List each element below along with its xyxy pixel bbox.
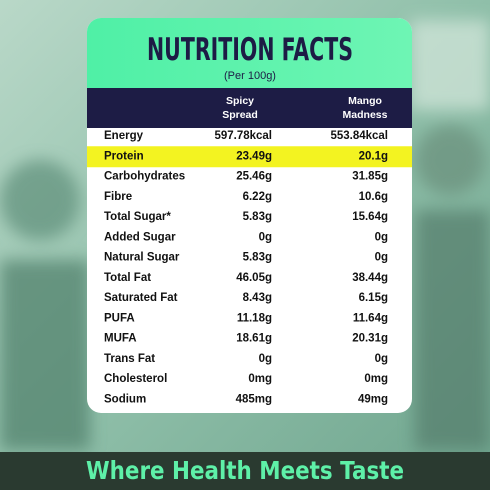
row-value: 553.84kcal <box>330 130 388 142</box>
row-label: Protein <box>104 150 144 162</box>
row-value: 6.22g <box>243 191 272 203</box>
footer-band <box>0 452 490 490</box>
row-value: 597.78kcal <box>214 130 272 142</box>
row-label: MUFA <box>104 333 137 345</box>
row-label: Added Sugar <box>104 231 176 243</box>
row-value: 6.15g <box>359 292 388 304</box>
column-header: Madness <box>343 109 388 121</box>
row-value: 0g <box>259 353 272 365</box>
row-value: 11.64g <box>353 312 388 324</box>
column-header: Spread <box>222 109 258 121</box>
row-value: 49mg <box>358 393 388 405</box>
column-header: Spicy <box>226 95 254 107</box>
row-label: Total Sugar* <box>104 211 171 223</box>
row-value: 15.64g <box>352 211 388 223</box>
row-label: Carbohydrates <box>104 171 185 183</box>
row-value: 11.18g <box>237 312 272 324</box>
row-value: 20.31g <box>352 333 388 345</box>
row-label: Energy <box>104 130 144 142</box>
row-label: Saturated Fat <box>104 292 178 304</box>
row-value: 18.61g <box>236 333 272 345</box>
row-value: 23.49g <box>236 150 272 162</box>
row-value: 46.05g <box>236 272 272 284</box>
tagline: Where Health Meets Taste <box>86 456 404 485</box>
row-label: Total Fat <box>104 272 151 284</box>
row-value: 0mg <box>248 373 272 385</box>
card <box>87 18 412 413</box>
row-value: 5.83g <box>243 211 272 223</box>
title: NUTRITION FACTS <box>147 32 353 68</box>
highlight-row <box>87 146 412 168</box>
subtitle: (Per 100g) <box>224 70 276 82</box>
row-value: 0g <box>259 231 272 243</box>
row-value: 0g <box>375 252 388 264</box>
row-value: 0g <box>375 231 388 243</box>
row-value: 0g <box>375 353 388 365</box>
row-value: 31.85g <box>352 171 388 183</box>
row-value: 485mg <box>236 393 272 405</box>
row-value: 38.44g <box>352 272 388 284</box>
row-value: 5.83g <box>243 252 272 264</box>
column-header: Mango <box>348 95 382 107</box>
row-label: Fibre <box>104 191 132 203</box>
card-header <box>87 18 412 88</box>
row-value: 8.43g <box>243 292 272 304</box>
row-value: 0mg <box>364 373 388 385</box>
row-label: Natural Sugar <box>104 252 180 264</box>
row-value: 25.46g <box>236 171 272 183</box>
row-value: 20.1g <box>359 150 388 162</box>
row-label: PUFA <box>104 312 135 324</box>
background-photo <box>0 20 490 450</box>
row-value: 10.6g <box>359 191 388 203</box>
column-header-band <box>87 88 412 128</box>
row-label: Sodium <box>104 393 146 405</box>
row-label: Cholesterol <box>104 373 167 385</box>
row-label: Trans Fat <box>104 353 155 365</box>
